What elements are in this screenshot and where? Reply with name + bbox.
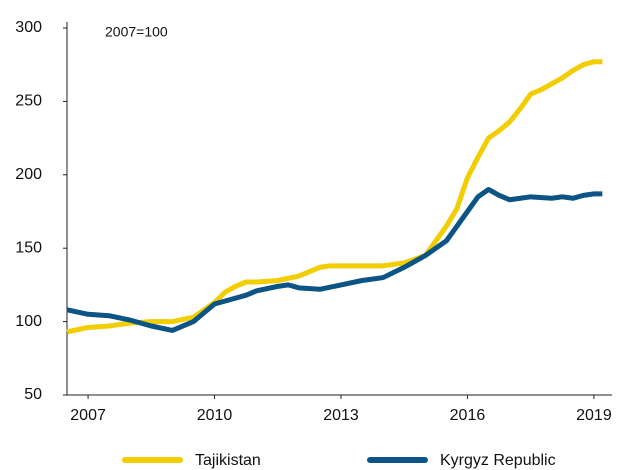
y-tick-label: 250 <box>15 93 42 110</box>
series-line <box>66 186 603 333</box>
x-tick-label: 2016 <box>450 407 486 424</box>
x-tick-label: 2010 <box>197 407 233 424</box>
y-tick-label: 50 <box>24 386 42 403</box>
annotation: 2007=100 <box>105 24 168 40</box>
y-tick-label: 200 <box>15 166 42 183</box>
legend-label: Kyrgyz Republic <box>440 452 556 469</box>
x-tick-label: 2019 <box>576 407 612 424</box>
y-tick-label: 300 <box>15 19 42 36</box>
legend-label: Tajikistan <box>195 452 261 469</box>
y-tick-label: 150 <box>15 239 42 256</box>
x-tick-label: 2007 <box>70 407 106 424</box>
series-line <box>66 59 603 335</box>
y-tick-label: 100 <box>15 313 42 330</box>
x-tick-label: 2013 <box>323 407 359 424</box>
